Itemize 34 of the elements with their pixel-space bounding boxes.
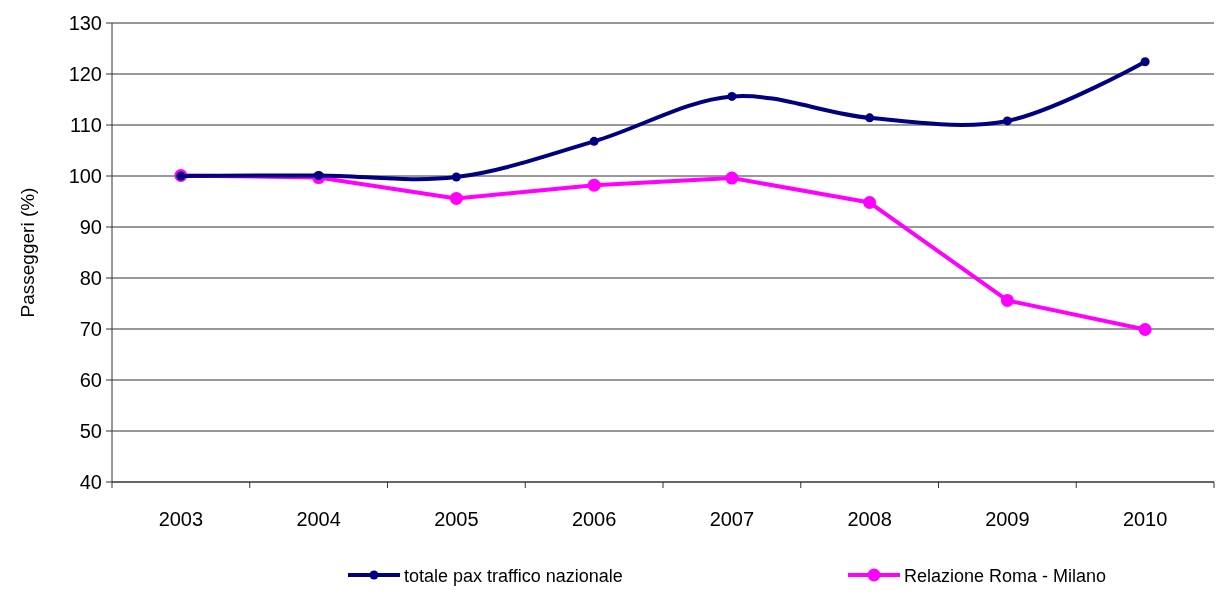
y-tick-label: 60	[79, 369, 102, 391]
x-tick-label: 2009	[985, 508, 1030, 530]
x-tick-label: 2008	[847, 508, 892, 530]
y-tick-label: 110	[70, 114, 102, 136]
point	[589, 136, 599, 146]
point	[1000, 293, 1014, 307]
point	[451, 172, 461, 182]
x-tick-label: 2010	[1122, 508, 1168, 530]
y-tick-label: 40	[79, 471, 102, 493]
legend-label: totale pax traffico nazionale	[404, 566, 623, 586]
y-tick-label: 80	[79, 267, 102, 289]
point	[1002, 116, 1012, 126]
y-tick-label: 100	[68, 165, 102, 187]
y-tick-label: 120	[68, 63, 102, 85]
x-tick-label: 2004	[296, 508, 341, 530]
point	[725, 171, 739, 185]
legend-label: Relazione Roma - Milano	[904, 566, 1107, 586]
point	[587, 178, 601, 192]
point	[865, 113, 875, 123]
point	[314, 170, 324, 180]
y-tick-label: 90	[79, 216, 102, 238]
y-tick-label: 50	[79, 420, 102, 442]
y-tick-label: 130	[68, 12, 102, 34]
y-tick-label: 70	[79, 318, 102, 340]
point	[727, 91, 737, 101]
point	[1138, 323, 1152, 337]
y-axis-title: Passeggeri (%)	[17, 187, 38, 318]
point	[863, 196, 877, 210]
point	[449, 191, 463, 205]
point	[1140, 57, 1150, 67]
x-tick-label: 2005	[434, 508, 479, 530]
x-tick-label: 2003	[158, 508, 204, 530]
x-tick-label: 2006	[571, 508, 617, 530]
x-tick-label: 2007	[709, 508, 755, 530]
